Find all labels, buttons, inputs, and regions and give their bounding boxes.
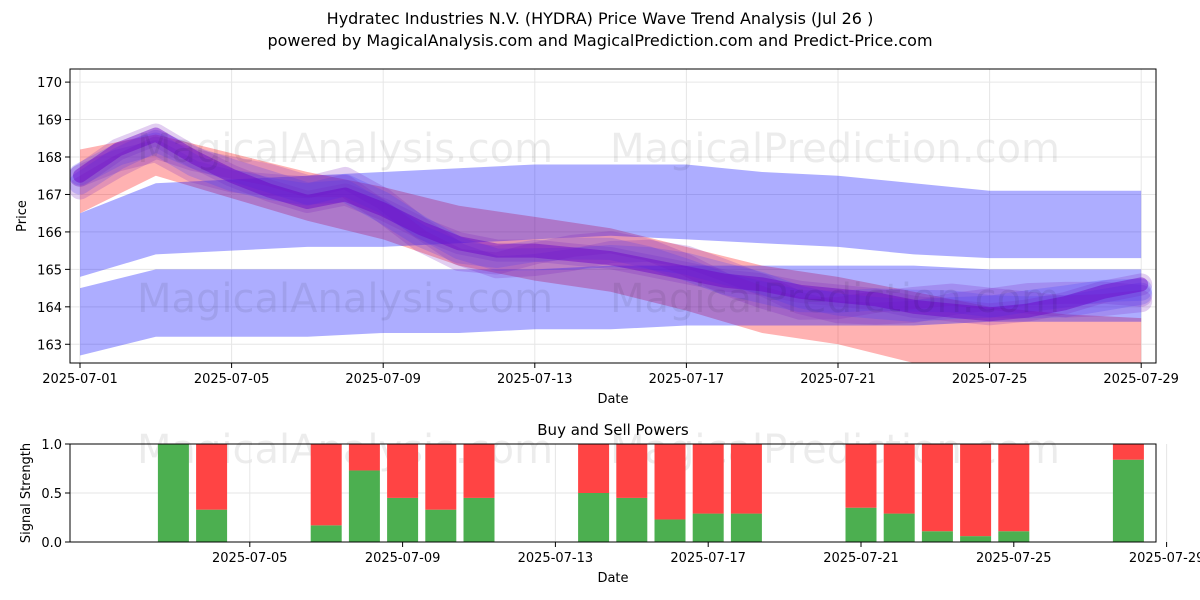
price-x-tick-label: 2025-07-17	[649, 372, 725, 387]
trend-wave	[70, 123, 1153, 326]
price-band	[80, 164, 1142, 277]
sell-bar	[425, 444, 457, 510]
sell-bar	[654, 444, 686, 520]
chart-title: Hydratec Industries N.V. (HYDRA) Price W…	[326, 9, 874, 28]
trend-wave	[70, 129, 1153, 319]
price-y-tick-label: 167	[37, 188, 62, 203]
sell-bar	[845, 444, 877, 508]
buy-bar	[310, 525, 342, 542]
signal-x-tick-label: 2025-07-13	[518, 551, 594, 566]
watermark-prediction-top: MagicalPrediction.com	[610, 126, 1060, 172]
sell-bar	[348, 444, 380, 471]
price-axes: 2025-07-01 2025-07-05 2025-07-09 2025-07-13…	[37, 76, 1179, 387]
signal-x-axis-label: Date	[597, 571, 628, 586]
trend-center-line	[73, 127, 1149, 322]
signal-x-tick-label: 2025-07-29	[1129, 551, 1200, 566]
buy-bar	[1112, 459, 1144, 542]
price-y-tick-label: 164	[37, 301, 62, 316]
signal-y-tick-label: 1.0	[41, 438, 62, 453]
sell-bar	[387, 444, 419, 498]
trend-wave	[70, 136, 1153, 320]
buy-bar	[960, 536, 992, 542]
watermark-analysis-mid: MagicalAnalysis.com	[137, 276, 553, 322]
signal-y-tick-label: 0.0	[41, 536, 62, 551]
sell-bar	[730, 444, 762, 514]
buy-bar	[883, 513, 915, 542]
price-y-tick-label: 168	[37, 151, 62, 166]
price-bands	[70, 123, 1153, 363]
sell-bar	[960, 444, 992, 537]
sell-bar	[1112, 444, 1144, 460]
signal-y-tick-label: 0.5	[41, 487, 62, 502]
chart-subtitle: powered by MagicalAnalysis.com and Magic…	[267, 31, 933, 50]
signal-x-tick-label: 2025-07-17	[670, 551, 746, 566]
price-x-tick-label: 2025-07-21	[800, 372, 876, 387]
price-y-axis-label: Price	[15, 200, 30, 232]
watermark-analysis-top: MagicalAnalysis.com	[137, 126, 553, 172]
buy-bar	[348, 470, 380, 542]
sell-bar	[578, 444, 610, 493]
price-y-tick-label: 169	[37, 114, 62, 129]
buy-bar	[616, 497, 648, 542]
price-x-tick-label: 2025-07-09	[345, 372, 421, 387]
buy-bar	[425, 509, 457, 542]
sell-bar	[616, 444, 648, 498]
price-band	[80, 265, 1142, 356]
trend-wave	[70, 140, 1153, 325]
sell-bar	[310, 444, 342, 526]
signal-x-tick-label: 2025-07-25	[976, 551, 1052, 566]
sell-bar	[692, 444, 724, 514]
buy-bar	[654, 519, 686, 542]
price-band	[80, 134, 1142, 363]
buy-bar	[196, 509, 228, 542]
sell-bar	[463, 444, 495, 498]
buy-bar	[845, 507, 877, 542]
price-grid	[70, 69, 1156, 363]
sell-bar	[883, 444, 915, 514]
buy-bar	[921, 531, 953, 542]
sell-bar	[998, 444, 1030, 532]
sell-bar	[196, 444, 228, 510]
buy-bar	[692, 513, 724, 542]
buy-bar	[730, 513, 762, 542]
price-x-tick-label: 2025-07-29	[1103, 372, 1179, 387]
price-plot-frame	[69, 68, 1157, 364]
signal-axes: 2025-07-05 2025-07-09 2025-07-13 2025-07-17…	[41, 438, 1200, 566]
signal-x-tick-label: 2025-07-05	[212, 551, 288, 566]
price-y-tick-label: 163	[37, 338, 62, 353]
buy-bar	[157, 444, 189, 542]
buy-bar	[998, 531, 1030, 542]
price-x-tick-label: 2025-07-05	[194, 372, 270, 387]
price-x-axis-label: Date	[597, 392, 628, 407]
buy-bar	[387, 497, 419, 542]
buy-bar	[578, 493, 610, 542]
sell-bar	[921, 444, 953, 532]
band-layer	[70, 123, 1153, 363]
price-y-tick-label: 166	[37, 226, 62, 241]
price-y-tick-label: 170	[37, 76, 62, 91]
price-x-tick-label: 2025-07-25	[952, 372, 1028, 387]
watermark-prediction-mid: MagicalPrediction.com	[610, 276, 1060, 322]
trend-wave	[70, 132, 1153, 322]
signal-y-axis-label: Signal Strength	[19, 443, 34, 543]
signal-bars	[157, 444, 1144, 542]
price-y-tick-label: 165	[37, 263, 62, 278]
signal-x-tick-label: 2025-07-21	[823, 551, 899, 566]
price-x-tick-label: 2025-07-13	[497, 372, 573, 387]
signal-chart-title: Buy and Sell Powers	[537, 421, 689, 439]
signal-x-tick-label: 2025-07-09	[365, 551, 441, 566]
price-x-tick-label: 2025-07-01	[42, 372, 118, 387]
buy-bar	[463, 497, 495, 542]
